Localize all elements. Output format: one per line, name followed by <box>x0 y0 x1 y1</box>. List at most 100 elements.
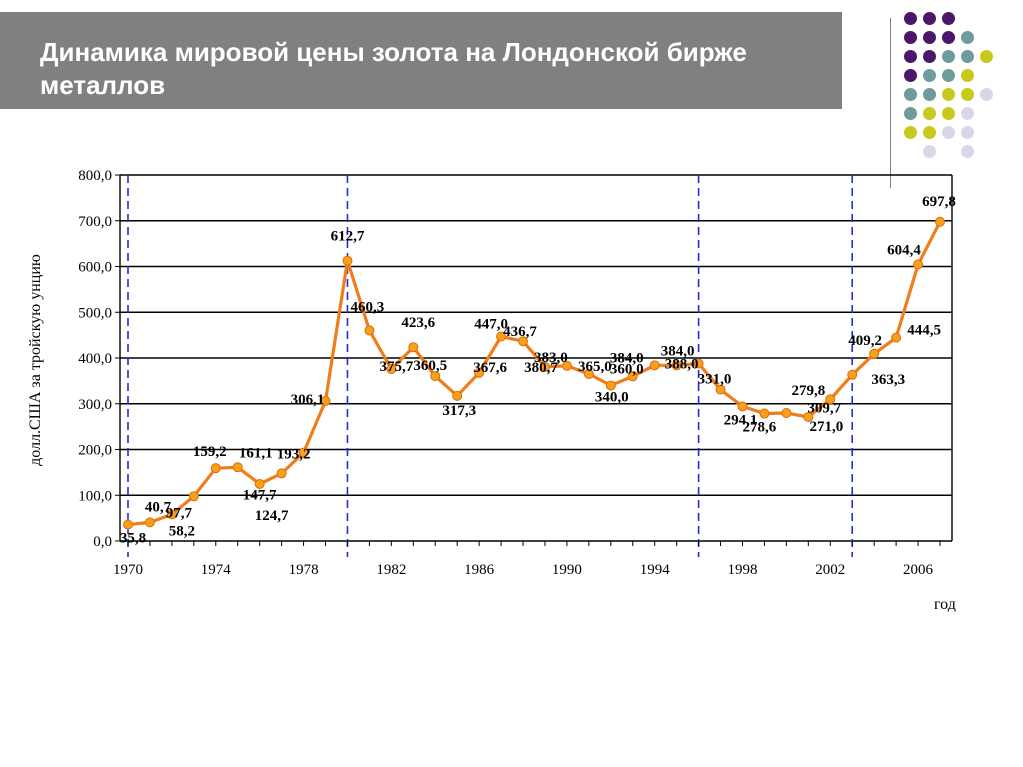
decor-dot <box>942 88 955 101</box>
data-label: 40,7 <box>145 499 172 515</box>
data-label: 279,8 <box>792 383 826 399</box>
x-tick-label: 1998 <box>727 562 757 578</box>
data-label: 423,6 <box>401 315 435 331</box>
y-tick-label: 500,0 <box>78 305 112 321</box>
y-tick-label: 200,0 <box>78 443 112 459</box>
data-point <box>803 412 814 423</box>
data-point <box>452 390 463 401</box>
decor-dot <box>961 88 974 101</box>
decor-dot <box>904 88 917 101</box>
data-label: 58,2 <box>169 523 195 539</box>
data-point <box>364 325 375 336</box>
data-labels: 35,8 40,7 58,2 97,7 159,2 161,1 124,7 147,7 193,… <box>120 194 956 547</box>
data-point <box>210 463 221 474</box>
data-point <box>430 371 441 382</box>
data-label: 447,0 <box>474 316 508 332</box>
data-point <box>825 394 836 405</box>
data-point <box>935 216 945 227</box>
decor-dot <box>961 126 974 139</box>
data-point <box>583 369 594 380</box>
data-point <box>276 468 287 479</box>
data-label: 384,0 <box>661 343 695 359</box>
data-label: 365,0 <box>578 359 612 375</box>
x-tick-label: 1994 <box>640 562 671 578</box>
data-label: 363,3 <box>871 372 905 388</box>
decor-dot <box>961 31 974 44</box>
data-label: 375,7 <box>379 359 413 375</box>
decor-dot <box>904 107 917 120</box>
period-dividers <box>127 175 854 557</box>
decor-dot <box>923 50 936 63</box>
decor-dot <box>980 88 993 101</box>
data-point <box>605 380 616 391</box>
decor-dot <box>980 50 993 63</box>
data-points <box>123 216 945 530</box>
data-label: 278,6 <box>743 420 777 436</box>
data-label: 306,1 <box>291 392 325 408</box>
data-point <box>496 331 507 342</box>
decor-dot <box>942 31 955 44</box>
data-label: 444,5 <box>907 323 941 339</box>
data-label: 604,4 <box>887 242 921 258</box>
data-label: 161,1 <box>239 445 273 461</box>
data-label: 436,7 <box>503 324 537 340</box>
decor-dot <box>942 126 955 139</box>
x-tick-label: 1974 <box>201 562 232 578</box>
data-point <box>298 447 309 458</box>
data-label: 409,2 <box>848 333 882 349</box>
data-point <box>342 255 353 266</box>
decor-dot <box>942 107 955 120</box>
data-label: 360,0 <box>610 361 644 377</box>
y-tick-label: 700,0 <box>78 214 112 230</box>
y-tick-label: 0,0 <box>93 534 112 550</box>
data-point <box>386 364 397 375</box>
data-label: 460,3 <box>351 299 385 315</box>
data-point <box>539 361 550 372</box>
data-point <box>408 342 419 353</box>
decor-dot <box>961 107 974 120</box>
data-label: 612,7 <box>331 229 365 245</box>
data-point <box>913 259 924 270</box>
y-tick-labels: 0,0 100,0 200,0 300,0 400,0 500,0 600,0 700,0 80… <box>78 168 112 550</box>
x-tick-labels: 1970 1974 1978 1982 1986 1990 1994 1998 2002 2006 <box>113 562 934 578</box>
decor-dot <box>923 31 936 44</box>
y-axis-title: долл.США за тройскую унцию <box>27 254 44 466</box>
data-point <box>474 367 485 378</box>
data-point <box>144 517 155 528</box>
decor-dot <box>904 126 917 139</box>
title-banner: Динамика мировой цены золота на Лондонск… <box>0 12 842 109</box>
data-point <box>759 408 770 419</box>
data-label: 388,0 <box>665 356 699 372</box>
data-label: 360,5 <box>413 358 447 374</box>
chart-axes <box>115 174 953 546</box>
x-tick-label: 2002 <box>815 562 845 578</box>
data-label: 383,0 <box>534 350 568 366</box>
data-label: 384,0 <box>610 350 644 366</box>
data-point <box>561 360 572 371</box>
data-point <box>166 509 177 520</box>
data-point <box>781 407 792 418</box>
data-label: 340,0 <box>595 389 629 405</box>
data-point <box>254 478 265 489</box>
data-point <box>715 384 726 395</box>
data-label: 309,7 <box>807 400 841 416</box>
data-point <box>320 395 331 406</box>
data-point <box>123 519 133 530</box>
data-label: 331,0 <box>698 372 732 388</box>
x-tick-label: 1970 <box>113 562 143 578</box>
data-point <box>737 401 748 412</box>
decor-dot <box>904 69 917 82</box>
y-tick-label: 400,0 <box>78 351 112 367</box>
data-label: 697,8 <box>922 194 956 210</box>
data-label: 35,8 <box>120 531 146 547</box>
decorative-dot-grid <box>900 10 1010 170</box>
data-point <box>671 360 682 371</box>
data-point <box>693 358 704 369</box>
data-point <box>891 332 902 343</box>
decor-dot <box>923 88 936 101</box>
decor-dot <box>942 50 955 63</box>
data-point <box>869 348 880 359</box>
data-point <box>627 371 638 382</box>
data-label: 159,2 <box>193 444 227 460</box>
